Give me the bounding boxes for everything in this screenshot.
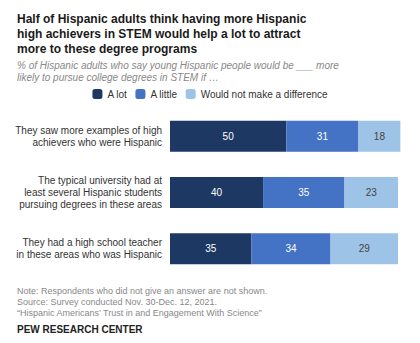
svg-text:35: 35 <box>205 243 217 254</box>
svg-text:PEW RESEARCH CENTER: PEW RESEARCH CENTER <box>17 324 143 335</box>
svg-text:34: 34 <box>285 243 297 254</box>
svg-text:18: 18 <box>374 131 386 142</box>
svg-text:35: 35 <box>298 187 310 198</box>
svg-text:pursuing degrees in these area: pursuing degrees in these areas <box>19 199 162 210</box>
svg-text:23: 23 <box>366 187 378 198</box>
svg-text:The typical university had at: The typical university had at <box>38 175 162 186</box>
svg-text:A lot: A lot <box>107 89 127 100</box>
svg-text:They saw more examples of high: They saw more examples of high <box>15 125 162 136</box>
svg-text:Would not make a difference: Would not make a difference <box>201 89 328 100</box>
svg-text:% of Hispanic adults who say y: % of Hispanic adults who say young Hispa… <box>17 60 339 71</box>
svg-text:31: 31 <box>317 131 329 142</box>
svg-text:Note: Respondents who did not: Note: Respondents who did not give an an… <box>17 286 267 296</box>
svg-text:achievers who were Hispanic: achievers who were Hispanic <box>32 137 162 148</box>
svg-text:more to these degree programs: more to these degree programs <box>17 42 197 56</box>
svg-text:least several Hispanic student: least several Hispanic students <box>24 187 162 198</box>
svg-text:“Hispanic Americans’ Trust in: “Hispanic Americans’ Trust in and Engage… <box>17 308 262 318</box>
svg-text:Half of Hispanic adults think: Half of Hispanic adults think having mor… <box>17 12 307 26</box>
svg-text:Source: Survey conducted Nov.: Source: Survey conducted Nov. 30-Dec. 12… <box>17 297 217 307</box>
svg-text:high achievers in STEM would h: high achievers in STEM would help a lot … <box>17 27 300 41</box>
svg-text:50: 50 <box>223 131 235 142</box>
svg-text:in these areas who was Hispani: in these areas who was Hispanic <box>16 249 162 260</box>
svg-text:likely to pursue college degre: likely to pursue college degrees in STEM… <box>17 72 219 83</box>
svg-text:40: 40 <box>211 187 223 198</box>
svg-text:They had a high school teacher: They had a high school teacher <box>22 237 162 248</box>
svg-text:A little: A little <box>150 89 177 100</box>
svg-text:29: 29 <box>359 243 371 254</box>
